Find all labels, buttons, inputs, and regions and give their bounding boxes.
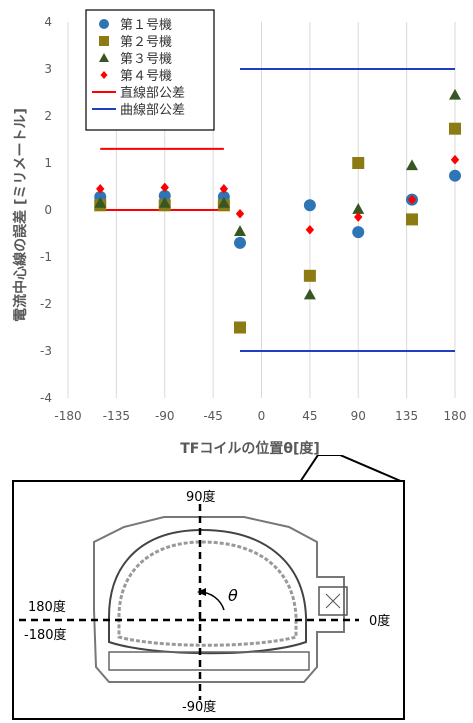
data-point-circle [234, 236, 246, 249]
x-tick-label: 135 [395, 409, 418, 423]
legend-label: 曲線部公差 [120, 102, 185, 118]
tolerance-lines [100, 68, 455, 352]
data-point-diamond [407, 194, 417, 205]
y-tick-label: 0 [44, 203, 52, 217]
data-point-circle [303, 199, 316, 212]
data-point-square [352, 157, 365, 169]
y-tick-label: 4 [44, 15, 52, 29]
x-tick-labels: -180 -135 -90 -45 0 45 90 135 180 [54, 409, 466, 423]
y-tick-label: 1 [44, 156, 52, 170]
x-tick-label: -90 [155, 409, 175, 423]
x-tick-label: 45 [302, 409, 317, 423]
legend-label: 第３号機 [120, 52, 172, 67]
data-point-triangle [303, 288, 316, 300]
x-tick-label: -180 [54, 409, 81, 423]
legend-marker [99, 19, 109, 29]
data-point-triangle [352, 203, 365, 214]
data-point-triangle [158, 196, 171, 208]
data-point-triangle [406, 159, 418, 171]
data-point-triangle [217, 196, 230, 208]
data-point-triangle [449, 88, 461, 100]
data-point-diamond [219, 184, 229, 194]
data-point-square [449, 122, 461, 135]
legend-label: 第２号機 [120, 35, 172, 50]
x-tick-label: -45 [203, 409, 223, 423]
data-point-square [234, 321, 246, 334]
legend-label: 第４号機 [120, 69, 172, 84]
data-point-circle [449, 169, 461, 182]
y-tick-labels: -4 -3 -2 -1 0 1 2 3 4 [40, 15, 52, 405]
label-minus-180deg: -180度 [24, 628, 67, 643]
y-tick-label: -3 [40, 344, 52, 358]
x-tick-label: 0 [258, 409, 266, 423]
data-point-triangle [94, 196, 107, 208]
x-axis-label: TFコイルの位置θ[度] [180, 440, 320, 457]
data-point-circle [158, 189, 171, 202]
legend-label: 第１号機 [120, 18, 172, 33]
y-tick-label: 2 [44, 109, 52, 123]
callout-connector [299, 455, 404, 483]
label-0deg: 0度 [369, 614, 391, 629]
y-tick-label: -4 [40, 391, 52, 405]
data-point-triangle [234, 225, 246, 236]
data-point-square [406, 213, 418, 226]
data-point-circle [352, 226, 365, 239]
coil-drawing [19, 504, 359, 700]
y-axis-label: 電流中心線の誤差 [ミリメートル] [12, 108, 29, 322]
data-point-square [303, 269, 316, 282]
tf-coil-diagram: 90度 -90度 180度 -180度 0度 θ [12, 480, 405, 720]
data-point-diamond [354, 212, 363, 222]
label-90deg: 90度 [186, 490, 216, 505]
legend-marker [99, 53, 109, 62]
legend-marker [99, 36, 109, 46]
data-markers [94, 88, 461, 334]
theta-label: θ [228, 586, 238, 605]
data-point-diamond [96, 184, 105, 194]
data-point-diamond [235, 208, 245, 219]
x-tick-label: 90 [351, 409, 366, 423]
legend-marker [100, 71, 108, 79]
y-tick-label: -1 [40, 250, 52, 264]
data-point-diamond [450, 154, 460, 165]
legend-label: 直線部公差 [120, 85, 185, 101]
data-point-diamond [160, 182, 169, 193]
y-tick-label: -2 [40, 297, 52, 311]
data-point-diamond [305, 224, 315, 235]
label-180deg: 180度 [28, 600, 66, 615]
y-tick-label: 3 [44, 62, 52, 76]
x-tick-label: 180 [444, 409, 467, 423]
x-tick-label: -135 [103, 409, 130, 423]
label-minus-90deg: -90度 [182, 700, 217, 715]
